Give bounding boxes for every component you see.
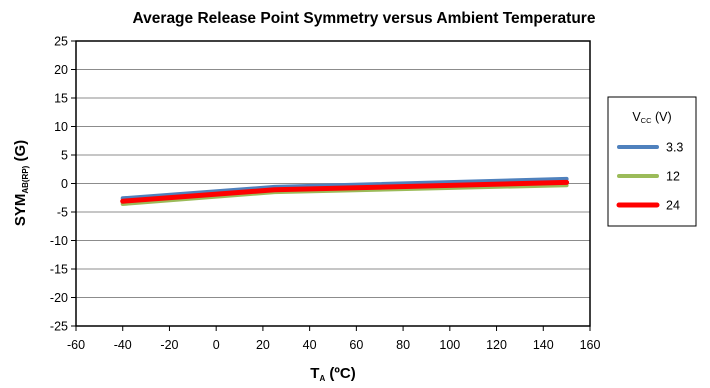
series-lines bbox=[120, 176, 570, 206]
y-tick-label: -15 bbox=[50, 263, 68, 277]
legend-items: 3.3 12 24 bbox=[616, 141, 683, 213]
y-tick-labels: 25 20 15 10 5 0 -5 -10 -15 -20 -25 bbox=[50, 35, 68, 334]
x-tick-label: 40 bbox=[303, 338, 317, 352]
y-axis-title-main: SYM bbox=[12, 194, 29, 227]
x-tick-label: 140 bbox=[533, 338, 554, 352]
legend-label: 12 bbox=[666, 170, 680, 184]
legend-title-main: V bbox=[632, 110, 641, 124]
plot-area bbox=[75, 40, 591, 327]
x-axis-title-sub: A bbox=[319, 374, 325, 383]
x-tick-label: -40 bbox=[114, 338, 132, 352]
x-axis-title-main: T bbox=[310, 365, 319, 382]
y-tick-label: 15 bbox=[54, 92, 68, 106]
x-tick-label: -60 bbox=[67, 338, 85, 352]
x-axis-title-unit: (ºC) bbox=[325, 365, 355, 382]
legend: VCC (V) 3.3 12 24 bbox=[607, 96, 697, 227]
y-axis-title: SYMAB(RP) (G) bbox=[12, 140, 30, 226]
y-tick-label: -10 bbox=[50, 234, 68, 248]
legend-title: VCC (V) bbox=[632, 110, 671, 125]
y-tick-label: -20 bbox=[50, 291, 68, 305]
y-axis-title-sub: AB(RP) bbox=[21, 165, 30, 193]
legend-label: 3.3 bbox=[666, 141, 683, 155]
x-tick-label: 80 bbox=[396, 338, 410, 352]
y-tick-label: 0 bbox=[61, 177, 68, 191]
y-tick-label: 5 bbox=[61, 149, 68, 163]
y-tick-label: -5 bbox=[57, 206, 68, 220]
x-tick-label: 120 bbox=[486, 338, 507, 352]
legend-title-unit: (V) bbox=[652, 110, 672, 124]
legend-title-sub: CC bbox=[641, 116, 652, 125]
y-axis-title-unit: (G) bbox=[12, 140, 29, 166]
x-tick-label: 20 bbox=[256, 338, 270, 352]
x-tick-labels: -60 -40 -20 0 20 40 60 80 100 120 140 160 bbox=[67, 338, 601, 352]
series-line-24 bbox=[120, 179, 570, 204]
chart-title: Average Release Point Symmetry versus Am… bbox=[133, 10, 596, 27]
x-tick-label: 0 bbox=[213, 338, 220, 352]
x-tick-label: -20 bbox=[160, 338, 178, 352]
x-axis-title: TA (ºC) bbox=[310, 365, 355, 383]
y-tick-label: 25 bbox=[54, 35, 68, 49]
x-tick-label: 160 bbox=[580, 338, 601, 352]
legend-label: 24 bbox=[666, 199, 680, 213]
x-tick-label: 100 bbox=[439, 338, 460, 352]
series-line-3.3 bbox=[120, 176, 569, 201]
x-tick-label: 60 bbox=[349, 338, 363, 352]
y-tick-label: -25 bbox=[50, 320, 68, 334]
y-tick-label: 20 bbox=[54, 63, 68, 77]
y-tick-label: 10 bbox=[54, 120, 68, 134]
